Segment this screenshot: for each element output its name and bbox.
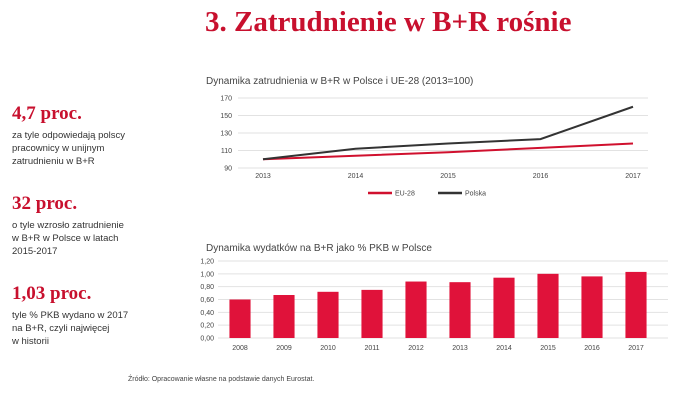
y-tick-label: 90 [224, 166, 232, 173]
bar [317, 291, 339, 338]
x-tick-label: 2016 [533, 173, 549, 180]
chart-title: Dynamika wydatków na B+R jako % PKB w Po… [206, 243, 432, 254]
legend-label: EU-28 [395, 191, 415, 198]
series-line [262, 105, 634, 161]
x-tick-label: 2009 [276, 345, 292, 352]
stat-block: 1,03 proc. tyle % PKB wydano w 2017 na B… [12, 283, 182, 348]
x-tick-label: 2011 [364, 345, 379, 352]
stat-value: 4,7 proc. [12, 103, 82, 124]
x-tick-label: 2010 [320, 345, 336, 352]
line-chart-svg: 90 110 130 150 170 2013 2014 2015 2016 2017 EU-28 P… [220, 96, 648, 198]
y-tick-label: 150 [220, 113, 232, 120]
x-tick-label: 2008 [232, 345, 248, 352]
rd-spending-bar-chart: Dynamika wydatków na B+R jako % PKB w Po… [198, 243, 678, 358]
stat-value: 1,03 proc. [12, 283, 92, 304]
x-tick-label: 2017 [628, 345, 644, 352]
y-tick-label: 0,20 [200, 323, 214, 330]
x-tick-label: 2012 [408, 345, 424, 352]
x-tick-label: 2013 [255, 173, 271, 180]
stat-value: 32 proc. [12, 193, 78, 214]
bar [493, 277, 515, 338]
series-line [262, 142, 634, 161]
slide-title: 3. Zatrudnienie w B+R rośnie [205, 6, 572, 38]
legend-label: Polska [465, 191, 486, 198]
stat-block: 4,7 proc. za tyle odpowiedają polscy pra… [12, 103, 182, 168]
bar-chart-svg: 0,00 0,20 0,40 0,60 0,80 1,00 1,20 2008 2009 2010… [200, 259, 668, 352]
x-tick-label: 2015 [540, 345, 556, 352]
y-tick-label: 0,60 [200, 297, 214, 304]
bar [405, 281, 427, 338]
y-tick-label: 170 [220, 96, 232, 103]
bar [449, 282, 471, 338]
bar [229, 299, 251, 338]
bar [537, 273, 559, 338]
x-tick-label: 2014 [348, 173, 364, 180]
y-tick-label: 0,00 [200, 336, 214, 343]
y-tick-label: 110 [221, 148, 232, 155]
chart-title: Dynamika zatrudnienia w B+R w Polsce i U… [206, 76, 474, 87]
x-tick-label: 2013 [452, 345, 468, 352]
source-note: Źródło: Opracowanie własne na podstawie … [128, 376, 315, 383]
bar [581, 276, 603, 338]
bar [361, 289, 383, 338]
y-tick-label: 1,20 [200, 259, 214, 266]
stat-description: o tyle wzrosło zatrudnienie w B+R w Pols… [12, 220, 124, 257]
y-tick-label: 0,40 [200, 310, 214, 317]
x-tick-label: 2015 [440, 173, 456, 180]
bar [625, 271, 647, 338]
x-tick-label: 2014 [496, 345, 512, 352]
stat-description: tyle % PKB wydano w 2017 na B+R, czyli n… [12, 310, 129, 347]
y-tick-label: 1,00 [200, 271, 214, 278]
stat-block: 32 proc. o tyle wzrosło zatrudnienie w B… [12, 193, 182, 258]
employment-line-chart: Dynamika zatrudnienia w B+R w Polsce i U… [198, 76, 678, 206]
stat-description: za tyle odpowiedają polscy pracownicy w … [12, 130, 126, 167]
y-tick-label: 0,80 [200, 284, 214, 291]
y-tick-label: 130 [220, 131, 232, 138]
bar [273, 295, 295, 338]
x-tick-label: 2017 [625, 173, 641, 180]
x-tick-label: 2016 [584, 345, 600, 352]
